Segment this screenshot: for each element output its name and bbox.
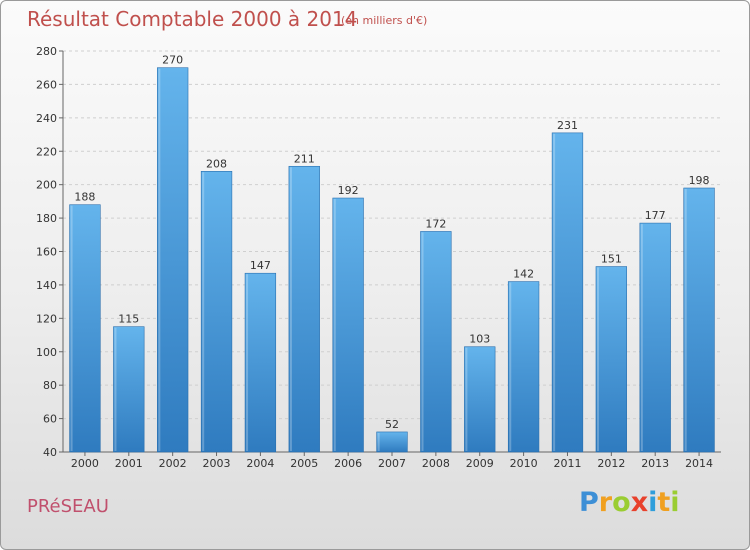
bar-2003	[200, 171, 233, 453]
bar-highlight	[684, 189, 687, 451]
x-tick-label: 2001	[115, 457, 143, 470]
bar-highlight	[377, 432, 380, 451]
logo-letter: i	[648, 487, 658, 518]
data-label: 103	[469, 333, 490, 346]
bar-highlight	[289, 167, 292, 451]
data-label: 192	[338, 184, 359, 197]
data-label: 231	[557, 119, 578, 132]
bar-2014	[683, 187, 715, 453]
x-tick-label: 2014	[685, 457, 713, 470]
data-label: 270	[162, 54, 183, 67]
bar-2007	[376, 431, 408, 453]
x-tick-label: 2006	[334, 457, 362, 470]
data-label: 147	[250, 259, 271, 272]
chart-subtitle: (en milliers d'€)	[341, 14, 428, 27]
data-label: 115	[118, 313, 139, 326]
bar-2002	[157, 67, 189, 453]
bar-highlight	[70, 205, 73, 451]
x-tick-label: 2011	[553, 457, 581, 470]
y-tick-label: 80	[43, 379, 57, 392]
bar-highlight	[553, 133, 556, 451]
bar-2009	[464, 346, 496, 453]
y-tick-label: 40	[43, 446, 57, 459]
y-tick-label: 200	[36, 179, 57, 192]
bar-highlight	[114, 327, 117, 451]
bar-2012	[595, 266, 627, 453]
x-tick-label: 2010	[510, 457, 538, 470]
data-label: 177	[645, 209, 666, 222]
y-tick-label: 60	[43, 413, 57, 426]
logo-letter: x	[630, 487, 649, 518]
y-tick-label: 120	[36, 312, 57, 325]
bar-2011	[551, 132, 584, 453]
bar-highlight	[421, 232, 424, 451]
bar-highlight	[596, 267, 599, 451]
bar-highlight	[158, 68, 161, 451]
proxiti-logo: Proxiti	[579, 487, 680, 518]
x-tick-label: 2002	[159, 457, 187, 470]
y-tick-label: 100	[36, 346, 57, 359]
bar-highlight	[333, 199, 336, 451]
bar-highlight	[202, 172, 205, 452]
logo-letter: t	[657, 487, 671, 518]
bar-2006	[332, 197, 364, 453]
x-tick-label: 2007	[378, 457, 406, 470]
bar-highlight	[509, 282, 512, 451]
chart-title: Résultat Comptable 2000 à 2014	[27, 7, 358, 31]
y-tick-label: 180	[36, 212, 57, 225]
data-label: 188	[74, 191, 95, 204]
bars	[69, 67, 715, 453]
bar-2001	[113, 326, 145, 453]
x-tick-label: 2003	[203, 457, 231, 470]
x-tick-label: 2000	[71, 457, 99, 470]
x-tick-label: 2004	[246, 457, 274, 470]
bar-2000	[69, 204, 101, 453]
data-label: 52	[385, 418, 399, 431]
y-tick-label: 220	[36, 145, 57, 158]
data-label: 211	[294, 152, 315, 165]
y-tick-label: 260	[36, 78, 57, 91]
bar-2013	[639, 222, 671, 453]
y-tick-label: 240	[36, 112, 57, 125]
axes: 40 60 80 100 120 140 160 180 200 220 240 260 280 2000…	[36, 45, 721, 470]
x-tick-label: 2008	[422, 457, 450, 470]
logo-letter: i	[670, 487, 680, 518]
bar-2004	[244, 272, 277, 453]
logo-letter: r	[598, 487, 613, 518]
logo-letter: o	[612, 487, 631, 518]
x-tick-label: 2005	[290, 457, 318, 470]
data-labels: 188 115 270 208 147 211 192 52 172 103 142 231 151 17…	[74, 54, 709, 431]
data-label: 151	[601, 253, 622, 266]
y-tick-label: 140	[36, 279, 57, 292]
data-label: 198	[689, 174, 710, 187]
bar-2005	[288, 165, 320, 453]
data-label: 208	[206, 157, 227, 170]
bar-2008	[420, 231, 452, 453]
data-label: 142	[513, 268, 534, 281]
y-tick-label: 160	[36, 246, 57, 259]
town-name: PRéSEAU	[27, 496, 109, 517]
x-tick-label: 2009	[466, 457, 494, 470]
bar-highlight	[640, 224, 643, 451]
data-label: 172	[425, 217, 446, 230]
bar-highlight	[465, 347, 468, 451]
bar-2010	[507, 281, 540, 453]
x-tick-label: 2013	[641, 457, 669, 470]
logo-letter: P	[579, 487, 599, 518]
y-tick-label: 280	[36, 45, 57, 58]
bar-highlight	[246, 274, 249, 451]
x-tick-label: 2012	[597, 457, 625, 470]
